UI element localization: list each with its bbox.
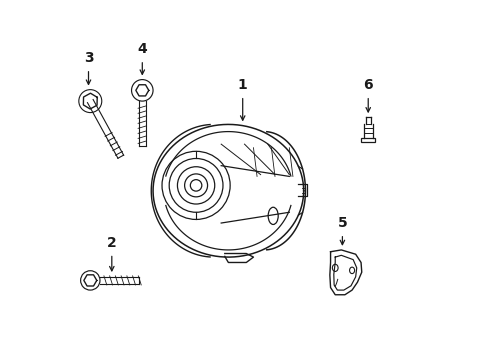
Text: 5: 5 (337, 216, 346, 230)
Text: 6: 6 (363, 78, 372, 92)
Text: 4: 4 (137, 42, 147, 56)
Text: 1: 1 (237, 78, 247, 92)
Text: 3: 3 (83, 51, 93, 65)
Text: 2: 2 (107, 236, 117, 250)
Bar (361, 138, 374, 142)
